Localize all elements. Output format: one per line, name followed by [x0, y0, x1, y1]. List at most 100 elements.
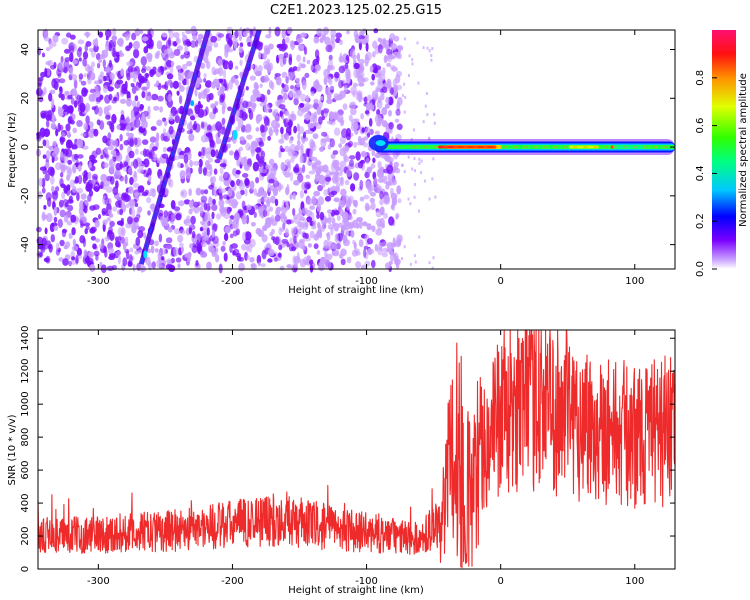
- spectrogram-noise-mark: [249, 75, 256, 81]
- spectrogram-noise-mark: [205, 80, 212, 88]
- spectrogram-noise-mark: [179, 105, 184, 112]
- spectrogram-noise-mark: [177, 161, 182, 168]
- spectrogram-noise-mark: [258, 64, 263, 73]
- spectrogram-noise-mark: [239, 59, 243, 66]
- spectrogram-noise-mark: [260, 150, 266, 159]
- spectrogram-noise-mark: [117, 199, 122, 207]
- spectrogram-noise-mark: [274, 198, 279, 207]
- spectrogram-noise-mark: [134, 95, 139, 102]
- spectrogram-noise-mark: [45, 61, 51, 66]
- spectrogram-noise-mark: [168, 264, 176, 273]
- spectrogram-noise-mark: [338, 65, 346, 74]
- spectrogram-x-axis: -300 -200 -100 0 100: [87, 30, 644, 287]
- spectrogram-noise-mark: [198, 151, 202, 157]
- spectrogram-noise-mark: [417, 81, 420, 85]
- spectrogram-noise-mark: [59, 209, 66, 218]
- spectrogram-noise-mark: [44, 227, 48, 235]
- spectrogram-noise-mark: [188, 200, 194, 208]
- spectrogram-noise-mark: [251, 103, 256, 113]
- spectrogram-noise-mark: [47, 197, 52, 208]
- spectrogram-noise-mark: [349, 101, 357, 110]
- spectrogram-noise-mark: [299, 238, 306, 243]
- spectrogram-noise-mark: [324, 36, 331, 45]
- spectrogram-noise-mark: [170, 257, 175, 264]
- spectrogram-noise-mark: [210, 35, 217, 43]
- spectrogram-noise-mark: [321, 225, 325, 233]
- spectrogram-noise-mark: [147, 192, 153, 197]
- spectrogram-noise-mark: [292, 192, 296, 200]
- spectrogram-noise-mark: [137, 106, 144, 112]
- spectrogram-noise-mark: [122, 243, 127, 251]
- spectrogram-noise-mark: [299, 32, 307, 38]
- spectrogram-noise-mark: [80, 193, 87, 200]
- spectrogram-noise-mark: [392, 237, 396, 248]
- spectrogram-noise-mark: [233, 214, 237, 223]
- spectrogram-noise-mark: [127, 136, 134, 146]
- spectrogram-noise-mark: [290, 156, 295, 163]
- spectrogram-noise-mark: [94, 105, 99, 115]
- spectrogram-noise-mark: [61, 37, 69, 45]
- spectrogram-noise-mark: [197, 108, 205, 119]
- spectrogram-noise-mark: [308, 170, 316, 175]
- spectrogram-noise-mark: [262, 209, 268, 218]
- spectrogram-noise-mark: [306, 59, 311, 65]
- spectrogram-noise-mark: [125, 32, 130, 41]
- spectrogram-noise-mark: [76, 120, 83, 127]
- spectrogram-noise-mark: [383, 212, 388, 219]
- spectrogram-noise-mark: [255, 153, 260, 161]
- spectrogram-noise-mark: [57, 122, 61, 133]
- spectrogram-spot: [232, 129, 238, 140]
- spectrogram-noise-mark: [426, 46, 429, 50]
- spectrogram-noise-mark: [77, 39, 85, 45]
- spectrogram-noise-mark: [98, 31, 104, 38]
- spectrogram-noise-mark: [290, 227, 297, 235]
- spectrogram-noise-mark: [365, 102, 372, 111]
- spectrogram-noise-mark: [118, 37, 124, 48]
- spectrogram-noise-mark: [359, 196, 365, 202]
- spectrogram-noise-mark: [245, 86, 249, 91]
- spectrogram-noise-mark: [335, 186, 340, 193]
- spectrogram-noise-mark: [133, 183, 140, 189]
- spectrogram-noise-mark: [67, 94, 73, 100]
- spectrogram-noise-mark: [104, 236, 110, 242]
- spectrogram-noise-mark: [84, 228, 88, 235]
- spectrogram-noise-mark: [175, 213, 182, 221]
- spectrogram-noise-mark: [38, 252, 43, 258]
- spectrogram-noise-mark: [310, 64, 314, 71]
- spectrogram-noise-mark: [114, 81, 121, 89]
- spectrogram-noise-mark: [408, 54, 411, 58]
- spectrogram-noise-mark: [132, 264, 136, 272]
- spectrogram-noise-mark: [244, 163, 251, 171]
- spectrogram-noise-mark: [163, 210, 169, 218]
- spectrogram-noise-mark: [161, 218, 165, 226]
- spectrogram-noise-mark: [150, 245, 155, 254]
- spectrogram-noise-mark: [295, 82, 301, 88]
- spectrogram-noise-mark: [297, 132, 301, 141]
- spectrogram-noise-mark: [312, 133, 319, 140]
- spectrogram-noise-mark: [102, 184, 107, 191]
- spectrogram-noise-mark: [263, 74, 269, 83]
- spectrogram-noise-mark: [336, 215, 341, 222]
- spectrogram-noise-mark: [60, 151, 64, 158]
- spectrogram-noise-mark: [255, 137, 261, 143]
- spectrogram-noise-mark: [93, 44, 99, 53]
- spectrogram-noise-mark: [284, 145, 290, 152]
- spectrogram-noise-mark: [175, 257, 182, 263]
- spectrogram-noise-mark: [247, 42, 252, 47]
- spectrogram-noise-mark: [156, 157, 163, 164]
- spectrogram-noise-mark: [222, 69, 227, 79]
- spectrogram-noise-mark: [284, 228, 289, 237]
- spectrogram-noise-mark: [144, 73, 150, 79]
- spectrogram-noise-mark: [147, 248, 151, 254]
- spectrogram-noise-mark: [38, 79, 43, 86]
- spectrogram-noise-mark: [281, 29, 287, 39]
- spectrogram-noise-mark: [100, 154, 104, 160]
- spectrogram-noise-mark: [117, 192, 122, 201]
- spectrogram-x-label: Height of straight line (km): [288, 285, 424, 296]
- spectrogram-noise-mark: [306, 216, 313, 223]
- spectrogram-noise-mark: [246, 134, 253, 140]
- spectrogram-noise-mark: [412, 128, 415, 132]
- spectrogram-noise-mark: [348, 214, 353, 221]
- spectrogram-noise-mark: [232, 248, 240, 256]
- spectrogram-noise-mark: [395, 239, 400, 247]
